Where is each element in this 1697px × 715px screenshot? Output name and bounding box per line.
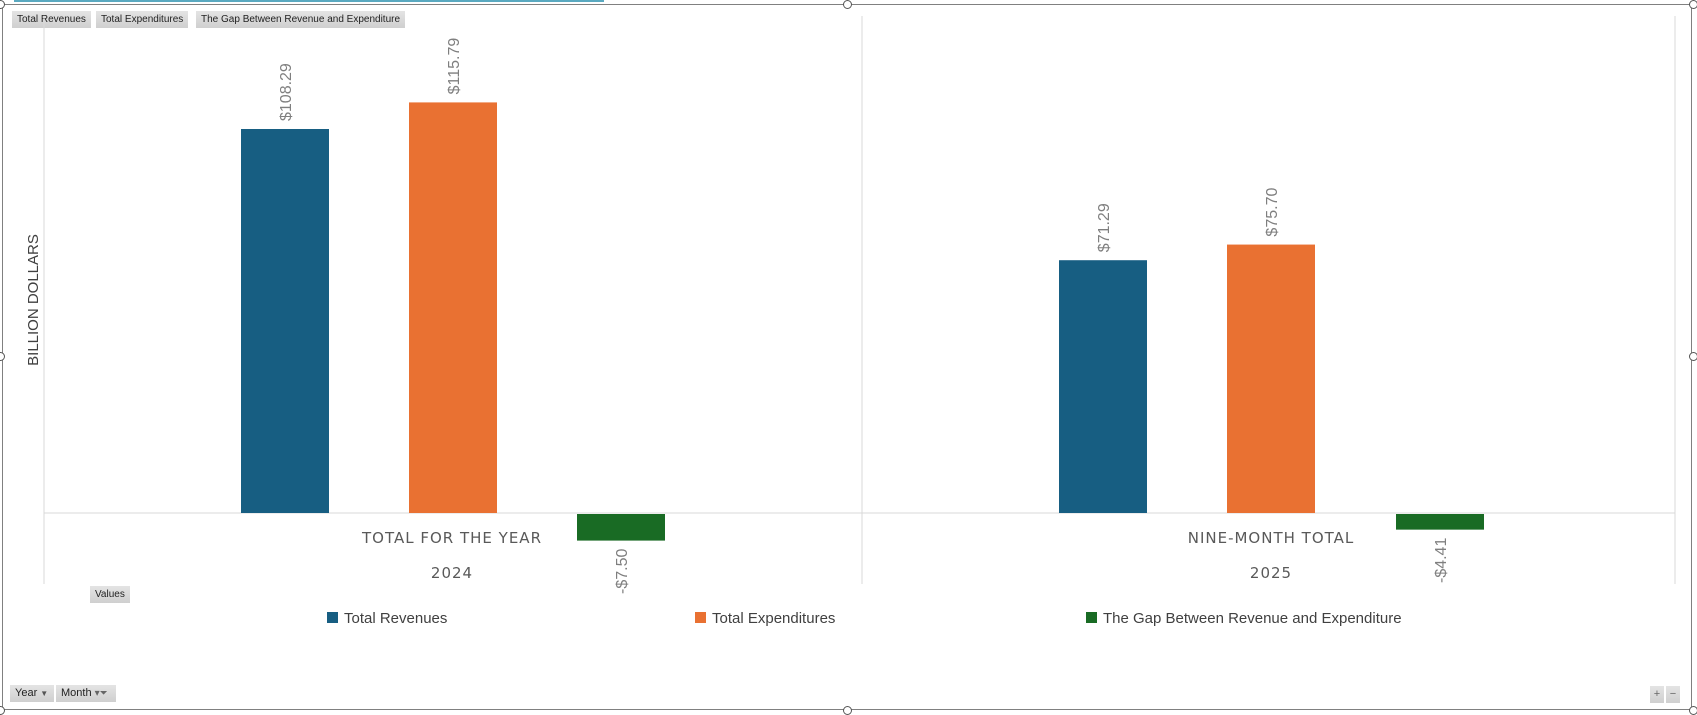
resize-handle[interactable]	[1689, 352, 1697, 361]
category-label: NINE-MONTH TOTAL	[1188, 529, 1355, 547]
field-button-total-expenditures[interactable]: Total Expenditures	[96, 11, 189, 28]
bar-total-revenues[interactable]	[241, 129, 329, 513]
data-label: $108.29	[278, 63, 295, 121]
resize-handle[interactable]	[843, 0, 852, 9]
data-label: $71.29	[1096, 203, 1113, 252]
field-button-total-revenues[interactable]: Total Revenues	[12, 11, 91, 28]
selection-accent	[14, 0, 604, 2]
bar-total-expenditures[interactable]	[409, 102, 497, 513]
month-label: Month	[61, 687, 92, 699]
bar-total-revenues[interactable]	[1059, 260, 1147, 513]
legend-swatch	[327, 612, 338, 623]
data-label: $75.70	[1264, 188, 1281, 237]
category-label: TOTAL FOR THE YEAR	[361, 529, 542, 547]
month-filter-button[interactable]: Month ▾⏷	[56, 685, 116, 702]
group-label: 2025	[1250, 564, 1292, 582]
legend-entry[interactable]: The Gap Between Revenue and Expenditure	[1103, 610, 1402, 627]
resize-handle[interactable]	[0, 0, 5, 9]
collapse-button[interactable]: −	[1666, 686, 1680, 703]
bar-the-gap-between-revenue-and-expenditure[interactable]	[577, 514, 665, 541]
legend-swatch	[695, 612, 706, 623]
year-label: Year	[15, 687, 38, 699]
filter-icon: ▾⏷	[94, 688, 108, 699]
bar-total-expenditures[interactable]	[1227, 244, 1315, 513]
data-label: -$4.41	[1433, 538, 1450, 583]
field-button-gap[interactable]: The Gap Between Revenue and Expenditure	[196, 11, 406, 28]
year-filter-button[interactable]: Year ▼	[10, 685, 54, 702]
legend-entry[interactable]: Total Revenues	[344, 610, 447, 627]
y-axis-title: BILLION DOLLARS	[25, 234, 42, 366]
data-label: $115.79	[446, 38, 463, 95]
group-label: 2024	[431, 564, 473, 582]
dropdown-arrow-icon: ▼	[40, 689, 49, 698]
resize-handle[interactable]	[1689, 0, 1697, 9]
resize-handle[interactable]	[0, 352, 5, 361]
legend-swatch	[1086, 612, 1097, 623]
legend-entry[interactable]: Total Expenditures	[712, 610, 835, 627]
bar-the-gap-between-revenue-and-expenditure[interactable]	[1396, 514, 1484, 530]
expand-button[interactable]: +	[1650, 686, 1664, 703]
data-label: -$7.50	[614, 549, 631, 594]
values-field-button[interactable]: Values	[90, 586, 130, 603]
